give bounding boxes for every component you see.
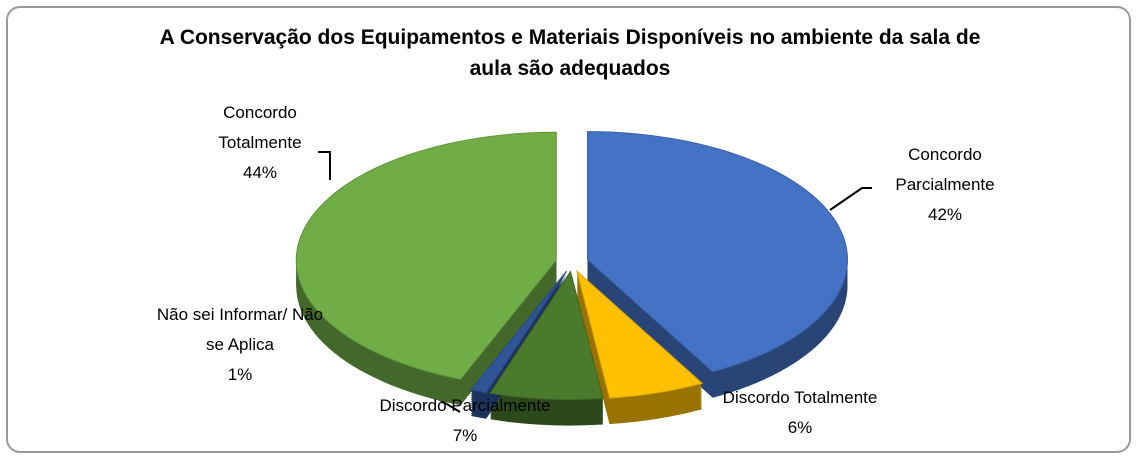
- category-label: Discordo Totalmente: [722, 388, 878, 407]
- slice-label: Discordo Parcialmente 7%: [340, 391, 590, 451]
- leader-line: [318, 151, 331, 180]
- category-label: Concordo Parcialmente: [895, 145, 995, 194]
- category-label: Não sei Informar/ Não se Aplica: [156, 305, 324, 354]
- chart-title: A Conservação dos Equipamentos e Materia…: [159, 26, 981, 80]
- slice-label: Discordo Totalmente 6%: [700, 383, 900, 443]
- pie-slices: [295, 131, 848, 426]
- slice: [586, 131, 848, 373]
- slice: [576, 269, 704, 399]
- slice: [469, 270, 567, 394]
- value-label: 7%: [452, 426, 478, 445]
- slice: [295, 131, 557, 380]
- slice-label: Não sei Informar/ Não se Aplica 1%: [150, 300, 330, 390]
- category-label: Discordo Parcialmente: [379, 396, 551, 415]
- value-label: 1%: [227, 365, 253, 384]
- value-label: 44%: [242, 163, 278, 182]
- slice-label: Concordo Parcialmente 42%: [865, 140, 1025, 230]
- slice: [489, 270, 604, 401]
- value-label: 42%: [927, 205, 963, 224]
- value-label: 6%: [787, 418, 813, 437]
- category-label: Concordo Totalmente: [218, 103, 302, 152]
- slice-label: Concordo Totalmente 44%: [195, 98, 325, 188]
- leader-line: [829, 187, 872, 211]
